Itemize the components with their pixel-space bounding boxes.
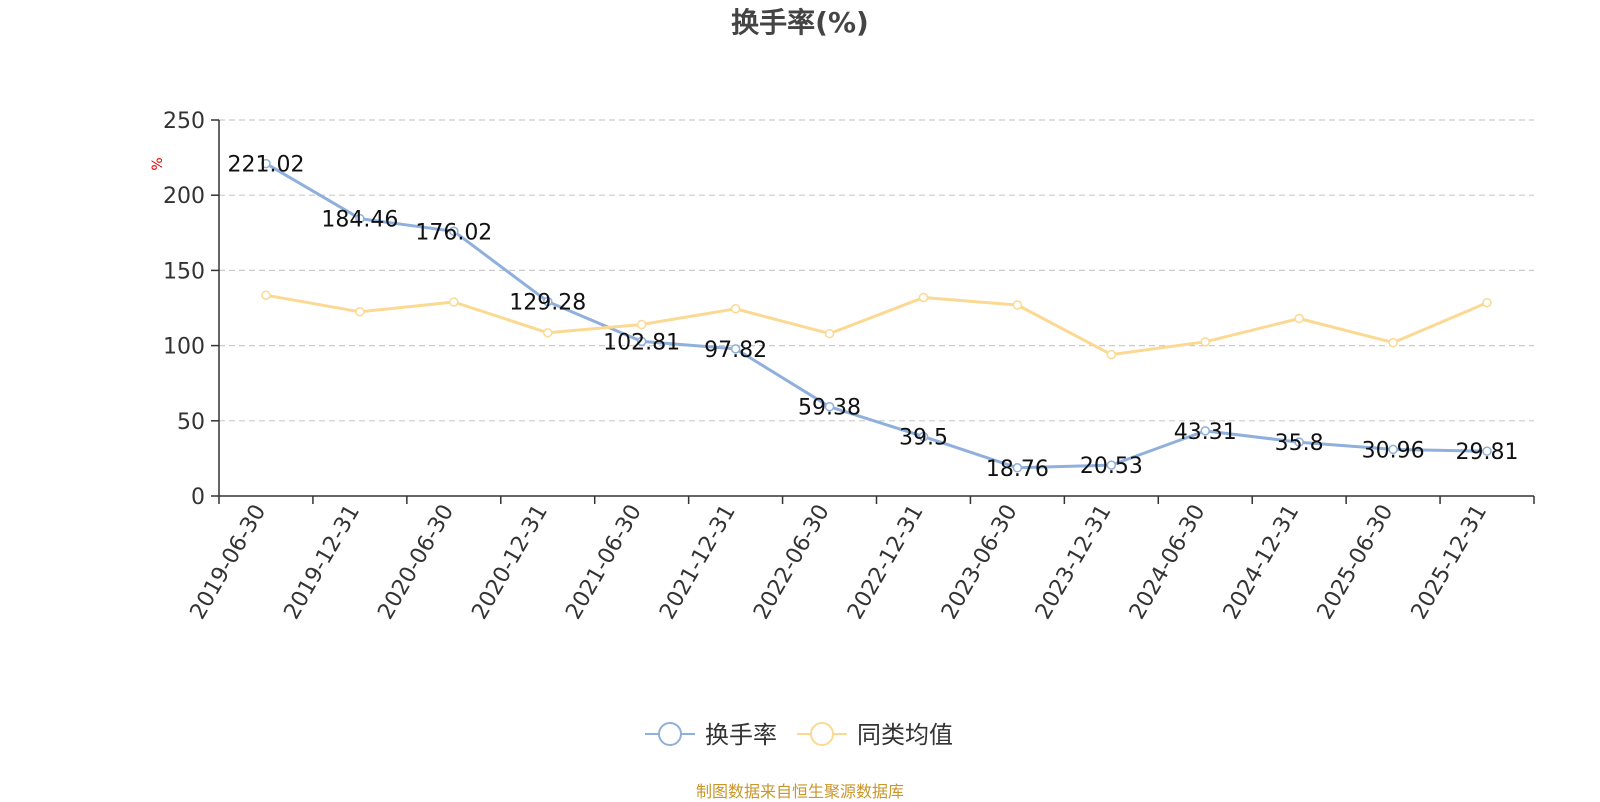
x-tick-label: 2021-06-30 xyxy=(561,501,647,624)
data-point xyxy=(824,401,835,412)
data-point xyxy=(1294,313,1304,324)
data-label: 221.02 xyxy=(227,153,304,178)
y-tick-label: 0 xyxy=(191,485,205,510)
legend-label: 换手率 xyxy=(705,721,777,749)
data-point xyxy=(1012,463,1023,473)
data-point xyxy=(355,307,365,317)
y-axis-label: % xyxy=(150,157,166,170)
data-point xyxy=(261,290,271,300)
y-tick-label: 50 xyxy=(177,410,205,435)
data-point xyxy=(449,226,459,237)
data-point xyxy=(730,344,741,354)
data-point xyxy=(1482,446,1492,456)
data-point xyxy=(1482,297,1492,308)
y-tick-label: 200 xyxy=(163,184,205,209)
x-tick-label: 2022-12-31 xyxy=(843,501,929,624)
data-point xyxy=(1106,349,1117,360)
data-label: 97.82 xyxy=(704,338,767,363)
series-line-2 xyxy=(265,293,1488,357)
data-point xyxy=(261,158,271,169)
x-tick-label: 2025-12-31 xyxy=(1407,501,1493,624)
legend-item-1[interactable]: 换手率 xyxy=(645,721,777,749)
legend[interactable]: 换手率 同类均值 xyxy=(645,721,953,749)
data-point xyxy=(1294,437,1304,447)
data-point xyxy=(918,292,929,303)
series-line-1 xyxy=(265,162,1488,470)
data-point xyxy=(1200,426,1210,436)
legend-marker-icon xyxy=(810,722,834,746)
chart-title: 换手率(%) xyxy=(731,6,869,39)
x-tick-label: 2024-12-31 xyxy=(1219,501,1305,624)
x-tick-label: 2020-12-31 xyxy=(467,501,553,624)
data-label: 102.81 xyxy=(603,330,680,355)
source-note: 制图数据来自恒生聚源数据库 xyxy=(695,782,904,801)
data-label: 35.8 xyxy=(1275,431,1324,456)
data-label: 129.28 xyxy=(509,291,586,316)
data-point xyxy=(636,319,647,330)
x-tick-label: 2023-06-30 xyxy=(937,500,1023,623)
data-label: 176.02 xyxy=(415,220,492,245)
data-point xyxy=(449,297,459,307)
series-lines xyxy=(265,162,1488,470)
data-point xyxy=(1106,460,1117,470)
data-label: 18.76 xyxy=(986,457,1049,482)
data-label: 184.46 xyxy=(321,208,398,233)
x-tick-label: 2023-12-31 xyxy=(1031,501,1117,624)
series-points xyxy=(261,158,1492,473)
y-tick-label: 150 xyxy=(163,259,205,284)
data-label: 30.96 xyxy=(1362,438,1425,463)
data-label: 39.5 xyxy=(899,426,948,451)
data-point xyxy=(730,304,741,314)
x-tick-label: 2024-06-30 xyxy=(1125,501,1211,624)
data-point xyxy=(1388,337,1398,348)
y-tick-label: 100 xyxy=(163,335,205,360)
data-point xyxy=(355,213,365,224)
data-label: 43.31 xyxy=(1174,420,1237,445)
y-tick-label: 250 xyxy=(163,109,205,134)
legend-item-2[interactable]: 同类均值 xyxy=(797,721,953,749)
x-tick-label: 2019-12-31 xyxy=(280,501,366,624)
data-point xyxy=(636,336,647,347)
data-point xyxy=(918,431,929,442)
legend-marker-icon xyxy=(658,722,682,746)
data-labels: 221.02 184.46 176.02 129.28 102.81 97.82 59.38… xyxy=(227,153,1518,482)
data-point xyxy=(1200,337,1210,347)
data-label: 29.81 xyxy=(1456,440,1519,465)
data-label: 20.53 xyxy=(1080,454,1143,479)
data-point xyxy=(543,296,553,307)
x-tick-label: 2022-06-30 xyxy=(749,501,835,624)
x-tick-label: 2019-06-30 xyxy=(186,501,272,624)
grid-lines xyxy=(219,119,1534,422)
x-tick-label: 2021-12-31 xyxy=(655,501,741,624)
x-tick-label: 2020-06-30 xyxy=(373,500,459,623)
data-point xyxy=(1012,300,1023,310)
data-point xyxy=(543,328,553,338)
legend-label: 同类均值 xyxy=(857,721,953,749)
data-label: 59.38 xyxy=(798,396,861,421)
x-tick-label: 2025-06-30 xyxy=(1313,501,1399,624)
data-point xyxy=(1388,444,1398,455)
data-point xyxy=(824,328,835,339)
